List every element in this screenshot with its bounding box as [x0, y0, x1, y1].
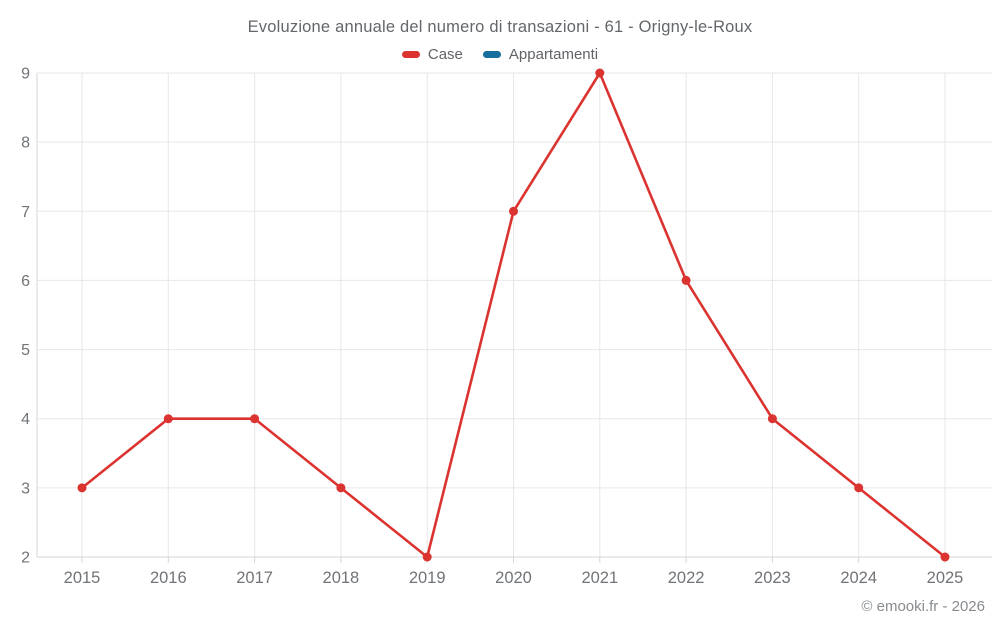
case-data-point[interactable] [509, 206, 518, 216]
legend-item-appartamenti[interactable]: Appartamenti [482, 46, 599, 63]
x-axis-tick-label: 2025 [927, 569, 964, 587]
legend: Case Appartamenti [0, 46, 1000, 63]
x-axis-tick-label: 2015 [64, 569, 101, 587]
x-axis-tick-label: 2022 [668, 569, 705, 587]
y-axis-tick-label: 4 [21, 411, 30, 428]
case-data-point[interactable] [336, 483, 346, 493]
y-axis-tick-label: 9 [21, 66, 30, 83]
legend-label-appartamenti: Appartamenti [508, 46, 599, 63]
y-axis-tick-label: 3 [21, 480, 30, 497]
case-data-point[interactable] [163, 414, 173, 424]
x-axis-tick-label: 2024 [840, 569, 877, 587]
case-data-point[interactable] [854, 483, 864, 493]
case-data-point[interactable] [77, 483, 87, 493]
case-data-point[interactable] [422, 552, 432, 562]
case-data-point[interactable] [250, 414, 260, 424]
x-axis-tick-label: 2018 [323, 569, 360, 587]
y-axis-tick-label: 5 [21, 342, 30, 359]
y-axis-tick-label: 6 [21, 273, 30, 290]
x-axis-tick-label: 2017 [236, 569, 273, 587]
x-axis-tick-label: 2021 [581, 569, 618, 587]
x-axis-tick-label: 2023 [754, 569, 791, 587]
case-data-point[interactable] [940, 552, 950, 562]
y-axis-tick-label: 7 [21, 204, 30, 221]
legend-item-case[interactable]: Case [401, 46, 463, 63]
watermark: © emooki.fr - 2026 [861, 598, 985, 615]
case-data-point[interactable] [681, 275, 691, 285]
y-axis-tick-label: 2 [21, 550, 30, 567]
legend-swatch-appartamenti-icon [482, 51, 501, 58]
legend-label-case: Case [427, 46, 463, 63]
x-axis-tick-label: 2019 [409, 569, 446, 587]
y-axis-tick-label: 8 [21, 135, 30, 152]
x-axis-tick-label: 2020 [495, 569, 532, 587]
legend-swatch-case-icon [401, 51, 420, 58]
case-data-point[interactable] [767, 414, 777, 424]
chart-title: Evoluzione annuale del numero di transaz… [247, 18, 753, 36]
x-axis-tick-label: 2016 [150, 569, 187, 587]
case-data-point[interactable] [595, 68, 605, 78]
